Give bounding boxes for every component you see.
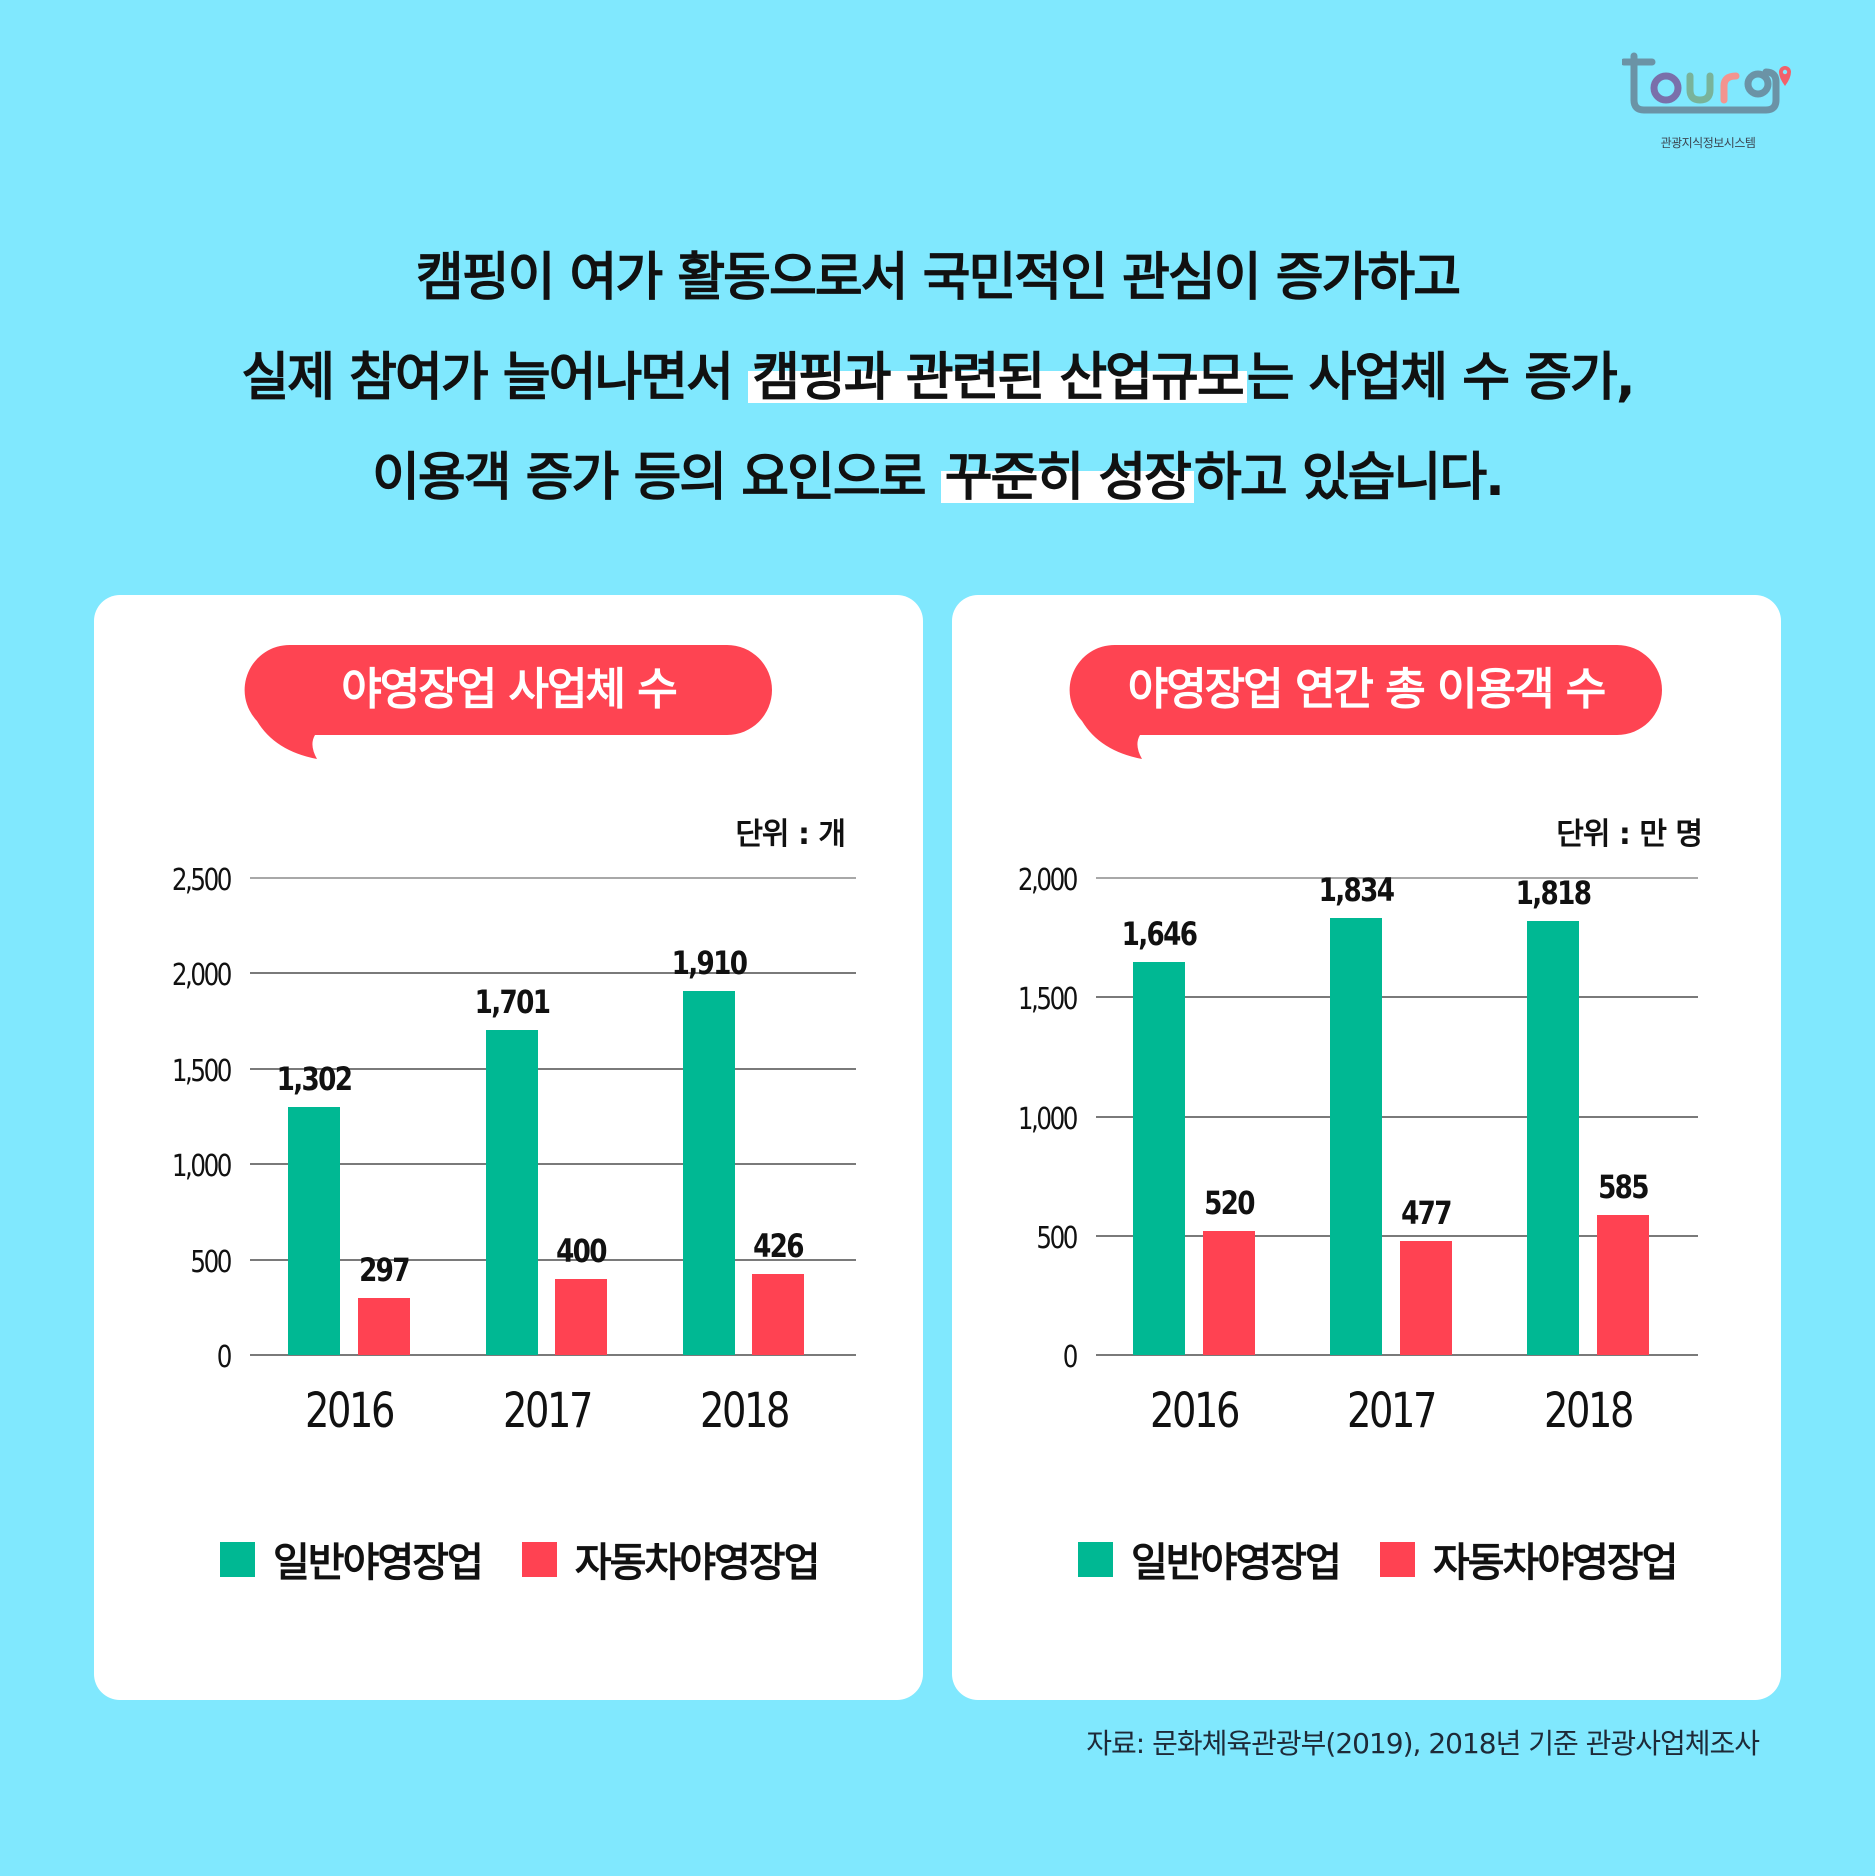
legend-label: 자동차야영장업 (574, 1540, 821, 1586)
gridline (1096, 996, 1698, 999)
bar-general (1133, 962, 1185, 1355)
unit-label: 단위 : 개 (735, 817, 846, 852)
bar-chart-visitors: 0 500 1,000 1,500 2,000 1,646 520 2016 1,834 477 2… (1008, 864, 1713, 1439)
y-axis-tick-label: 500 (1036, 1220, 1078, 1256)
bar-general (486, 1030, 538, 1355)
y-axis-tick-label: 2,000 (1017, 863, 1079, 898)
x-axis-category-label: 2018 (699, 1383, 790, 1439)
x-axis-category-label: 2016 (304, 1383, 396, 1439)
gridline (250, 1163, 856, 1166)
headline-line-2: 실제 참여가 늘어나면서 캠핑과 관련된 산업규모는 사업체 수 증가, (0, 328, 1875, 428)
chart-title: 야영장업 연간 총 이용객 수 (1127, 664, 1607, 715)
bar-general (1330, 917, 1382, 1355)
x-axis-category-label: 2017 (502, 1383, 593, 1439)
y-axis-tick-label: 2,500 (171, 863, 233, 898)
legend-item-general: 일반야영장업 (1078, 1530, 1342, 1588)
gridline (1096, 1354, 1698, 1356)
y-axis-tick-label: 1,000 (171, 1149, 233, 1185)
bar-value-label: 1,701 (474, 983, 551, 1022)
y-axis-tick-label: 1,000 (1017, 1101, 1079, 1137)
headline-text: 이용객 증가 등의 요인으로 (372, 448, 941, 508)
gridline (250, 877, 856, 879)
headline-highlight: 캠핑과 관련된 산업규모 (748, 348, 1247, 408)
gridline (250, 1258, 856, 1261)
legend-item-auto: 자동차야영장업 (521, 1530, 821, 1588)
legend-item-general: 일반야영장업 (220, 1530, 484, 1588)
bar-auto (1400, 1241, 1452, 1355)
source-citation: 자료: 문화체육관광부(2019), 2018년 기준 관광사업체조사 (1086, 1727, 1760, 1760)
chart-card-businesses: 야영장업 사업체 수 단위 : 개 0 500 1,000 1,500 2,000 2,5… (94, 595, 923, 1700)
headline-text: 는 사업체 수 증가, (1246, 348, 1636, 408)
chart-title-bubble: 야영장업 연간 총 이용객 수 (1069, 644, 1662, 760)
bar-value-label: 400 (556, 1231, 607, 1270)
legend-swatch-red (521, 1541, 557, 1577)
headline-text: 실제 참여가 늘어나면서 (241, 348, 749, 408)
bar-value-label: 297 (359, 1251, 410, 1290)
headline-line-1: 캠핑이 여가 활동으로서 국민적인 관심이 증가하고 (415, 248, 1461, 308)
gridline (250, 972, 856, 975)
chart-card-visitors: 야영장업 연간 총 이용객 수 단위 : 만 명 0 500 1,000 1,500 2… (952, 595, 1781, 1700)
headline-text: 하고 있습니다. (1194, 448, 1505, 508)
bar-auto (1597, 1215, 1649, 1355)
y-axis-tick-label: 1,500 (171, 1053, 233, 1089)
unit-label: 단위 : 만 명 (1556, 817, 1703, 852)
legend-swatch-red (1379, 1541, 1415, 1577)
gridline (1096, 1115, 1698, 1118)
x-axis-category-label: 2016 (1149, 1383, 1241, 1439)
bar-general (1527, 921, 1579, 1355)
bar-chart-businesses: 0 500 1,000 1,500 2,000 2,500 1,302 297 2016 1,70… (150, 864, 856, 1439)
speech-bubble-icon (1069, 644, 1662, 759)
logo-subtitle: 관광지식정보시스템 (1660, 136, 1756, 150)
legend-label: 일반야영장업 (273, 1540, 484, 1586)
bar-value-label: 1,910 (671, 943, 748, 982)
bar-auto (358, 1298, 410, 1355)
bar-general (683, 990, 735, 1355)
y-axis-tick-label: 0 (216, 1340, 233, 1375)
legend-swatch-green (1078, 1541, 1113, 1577)
y-axis-tick-label: 2,000 (171, 958, 233, 994)
speech-bubble-icon (244, 644, 773, 759)
gridline (1096, 877, 1698, 879)
bar-general (288, 1106, 340, 1355)
headline-line-3: 이용객 증가 등의 요인으로 꾸준히 성장하고 있습니다. (0, 428, 1875, 528)
bar-value-label: 477 (1401, 1194, 1452, 1233)
legend-label: 자동차야영장업 (1432, 1540, 1679, 1586)
bar-value-label: 1,818 (1515, 874, 1592, 913)
y-axis-tick-label: 500 (190, 1244, 232, 1280)
gridline (250, 1067, 856, 1070)
legend-item-auto: 자동차야영장업 (1379, 1530, 1679, 1588)
legend: 일반야영장업 자동차야영장업 (220, 1530, 858, 1588)
y-axis-tick-label: 0 (1062, 1340, 1079, 1375)
bar-auto (555, 1278, 607, 1355)
y-axis-tick-label: 1,500 (1017, 982, 1079, 1018)
bar-value-label: 1,646 (1121, 915, 1198, 954)
bar-value-label: 1,834 (1318, 870, 1395, 909)
bar-value-label: 520 (1204, 1183, 1255, 1222)
tourg-logo (1620, 52, 1794, 152)
chart-title: 야영장업 사업체 수 (341, 664, 677, 715)
gridline (250, 1354, 856, 1356)
headline-highlight: 꾸준히 성장 (940, 448, 1195, 508)
gridline (1096, 1234, 1698, 1237)
x-axis-category-label: 2018 (1543, 1383, 1635, 1439)
bar-value-label: 426 (753, 1226, 804, 1265)
headline: 캠핑이 여가 활동으로서 국민적인 관심이 증가하고 실제 참여가 늘어나면서 … (0, 228, 1875, 528)
chart-title-bubble: 야영장업 사업체 수 (244, 644, 773, 760)
legend-swatch-green (220, 1541, 255, 1577)
bar-value-label: 585 (1598, 1168, 1649, 1207)
bar-auto (1203, 1230, 1255, 1355)
tourg-wordmark-icon (1620, 52, 1791, 114)
x-axis-category-label: 2017 (1346, 1383, 1438, 1439)
legend-label: 일반야영장업 (1131, 1540, 1342, 1586)
legend: 일반야영장업 자동차야영장업 (1078, 1530, 1716, 1588)
bar-auto (752, 1273, 804, 1355)
bar-value-label: 1,302 (276, 1059, 353, 1098)
